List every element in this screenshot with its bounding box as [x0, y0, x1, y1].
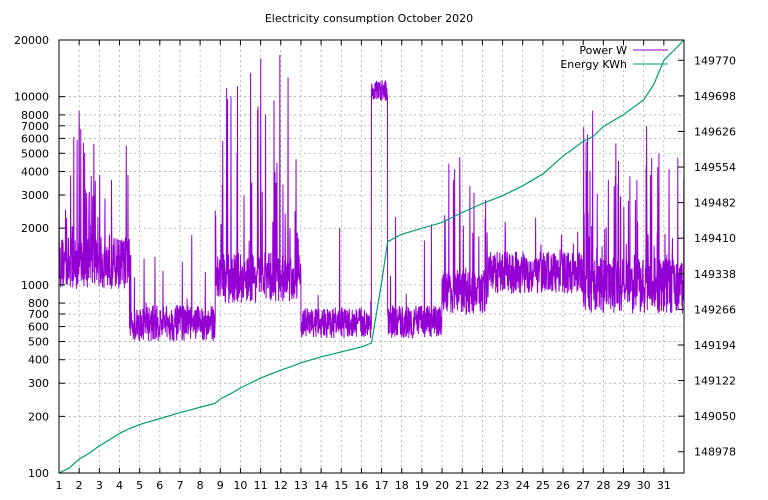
x-tick-label: 18 [395, 479, 409, 492]
x-tick-label: 14 [314, 479, 328, 492]
y-left-tick-label: 6000 [21, 132, 49, 145]
x-tick-label: 20 [435, 479, 449, 492]
y-right-tick-label: 149554 [694, 161, 736, 174]
x-tick-label: 24 [516, 479, 530, 492]
x-tick-label: 15 [334, 479, 348, 492]
y-right-tick-label: 148978 [694, 446, 736, 459]
x-tick-label: 3 [96, 479, 103, 492]
x-tick-label: 11 [254, 479, 268, 492]
x-tick-label: 23 [496, 479, 510, 492]
legend: Power W Energy KWh [560, 44, 668, 71]
x-tick-label: 2 [76, 479, 83, 492]
power-line [58, 54, 685, 342]
y-left-tick-label: 800 [28, 297, 49, 310]
y-left-tick-label: 4000 [21, 166, 49, 179]
x-tick-label: 12 [274, 479, 288, 492]
y-right-tick-label: 149626 [694, 125, 736, 138]
y-right-tick-label: 149410 [694, 232, 736, 245]
x-tick-label: 5 [136, 479, 143, 492]
x-tick-label: 19 [415, 479, 429, 492]
x-tick-label: 22 [475, 479, 489, 492]
x-tick-label: 17 [375, 479, 389, 492]
x-tick-label: 30 [637, 479, 651, 492]
y-left-tick-label: 2000 [21, 222, 49, 235]
y-right-tick-label: 149194 [694, 339, 736, 352]
x-tick-label: 21 [455, 479, 469, 492]
legend-label-energy: Energy KWh [560, 58, 627, 71]
chart-title: Electricity consumption October 2020 [265, 12, 473, 25]
x-tick-label: 4 [116, 479, 123, 492]
y-right-tick-label: 149698 [694, 90, 736, 103]
y-right-tick-label: 149266 [694, 303, 736, 316]
x-tick-label: 9 [217, 479, 224, 492]
y-right-tick-label: 149770 [694, 54, 736, 67]
energy-line [58, 39, 685, 474]
y-left-tick-label: 5000 [21, 147, 49, 160]
y-left-tick-label: 3000 [21, 189, 49, 202]
x-tick-label: 25 [536, 479, 550, 492]
x-tick-label: 6 [156, 479, 163, 492]
y-left-tick-label: 400 [28, 354, 49, 367]
y-left-tick-label: 1000 [21, 279, 49, 292]
y-right-tick-label: 149482 [694, 197, 736, 210]
x-tick-label: 31 [657, 479, 671, 492]
x-tick-label: 1 [56, 479, 63, 492]
power-series [58, 54, 685, 342]
y-left-tick-label: 200 [28, 410, 49, 423]
energy-series [58, 39, 685, 474]
y-left-tick-label: 600 [28, 321, 49, 334]
grid [59, 40, 684, 473]
y-left-tick-label: 300 [28, 377, 49, 390]
axis-ticks: 1 2 3 4 5 6 7 8 9 10 11 12 13 14 15 16 17 18 19 20 21 22 23 24 2… [14, 34, 736, 492]
legend-label-power: Power W [579, 44, 627, 57]
x-tick-label: 13 [294, 479, 308, 492]
x-tick-label: 8 [197, 479, 204, 492]
y-right-tick-label: 149122 [694, 375, 736, 388]
x-tick-label: 26 [556, 479, 570, 492]
x-tick-label: 16 [354, 479, 368, 492]
y-left-tick-label: 100 [28, 467, 49, 480]
y-left-tick-label: 8000 [21, 109, 49, 122]
x-tick-label: 27 [576, 479, 590, 492]
y-left-tick-label: 500 [28, 335, 49, 348]
y-left-tick-label: 7000 [21, 120, 49, 133]
y-left-tick-label: 20000 [14, 34, 49, 47]
x-tick-label: 28 [596, 479, 610, 492]
x-tick-label: 29 [617, 479, 631, 492]
x-tick-label: 10 [233, 479, 247, 492]
y-left-tick-label: 700 [28, 308, 49, 321]
y-right-tick-label: 149338 [694, 268, 736, 281]
plot-frame [58, 39, 685, 474]
y-right-tick-label: 149050 [694, 410, 736, 423]
y-left-tick-label: 10000 [14, 91, 49, 104]
x-tick-label: 7 [176, 479, 183, 492]
